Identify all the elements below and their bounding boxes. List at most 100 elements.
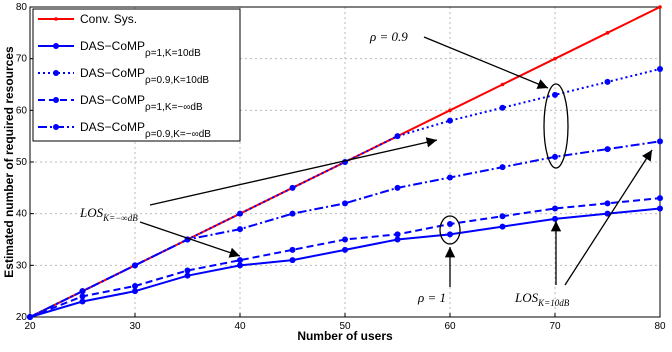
legend-subscript: ρ=1,K=10dB bbox=[145, 48, 201, 59]
data-point bbox=[552, 153, 558, 160]
x-tick-label: 20 bbox=[24, 321, 36, 332]
legend-subscript: ρ=0.9,K=−∞dB bbox=[145, 129, 211, 140]
data-point bbox=[79, 288, 86, 295]
data-point bbox=[499, 104, 506, 111]
legend-name: Conv. Sys. bbox=[80, 12, 137, 26]
data-point bbox=[657, 195, 663, 202]
y-tick-label: 80 bbox=[16, 2, 28, 13]
data-point bbox=[289, 210, 296, 217]
y-axis-label: Estimated number of required resources bbox=[2, 46, 16, 278]
legend-marker bbox=[53, 70, 59, 76]
data-point bbox=[657, 205, 663, 212]
data-point bbox=[79, 298, 86, 305]
data-point bbox=[289, 246, 296, 253]
data-point bbox=[289, 257, 296, 264]
data-point bbox=[132, 262, 138, 269]
data-point bbox=[499, 213, 506, 220]
data-point bbox=[27, 314, 33, 320]
annotation-text: LOS bbox=[79, 205, 104, 220]
y-tick-label: 70 bbox=[16, 54, 28, 65]
data-point bbox=[604, 78, 611, 85]
data-point bbox=[342, 236, 348, 243]
x-tick-label: 50 bbox=[339, 321, 351, 332]
data-point bbox=[552, 215, 558, 222]
annotation-ellipse bbox=[439, 215, 461, 245]
legend-marker bbox=[53, 124, 59, 130]
legend-subscript: ρ=1,K=−∞dB bbox=[145, 102, 203, 113]
y-tick-label: 20 bbox=[16, 312, 28, 323]
plot-frame bbox=[29, 6, 661, 318]
data-point bbox=[500, 82, 505, 87]
data-point bbox=[658, 5, 662, 9]
annotation: LOSK=−∞dB bbox=[79, 205, 138, 223]
annotation-arrow bbox=[564, 149, 653, 286]
data-point bbox=[657, 66, 663, 72]
annotation-text: ρ = 0.9 bbox=[369, 29, 408, 44]
legend-label: DAS−CoMPρ=1,K=−∞dB bbox=[80, 93, 203, 113]
data-point bbox=[237, 226, 243, 233]
data-point bbox=[499, 223, 506, 230]
data-point bbox=[604, 146, 611, 153]
data-point bbox=[553, 56, 557, 61]
annotation-text: ρ = 1 bbox=[417, 290, 446, 305]
annotation-arrow bbox=[149, 137, 438, 206]
legend: Conv. Sys.DAS−CoMPρ=1,K=10dBDAS−CoMPρ=0.… bbox=[32, 8, 241, 142]
legend-box bbox=[32, 8, 241, 142]
data-point bbox=[447, 174, 453, 181]
annotation: ρ = 0.9 bbox=[369, 29, 408, 44]
x-tick-label: 40 bbox=[234, 321, 246, 332]
x-axis-label: Number of users bbox=[297, 329, 393, 343]
data-point bbox=[394, 236, 401, 243]
data-point bbox=[447, 221, 453, 227]
data-point bbox=[237, 257, 243, 264]
data-point bbox=[237, 210, 243, 217]
y-tick-label: 40 bbox=[16, 209, 28, 220]
annotation: ρ = 1 bbox=[417, 290, 446, 305]
data-point bbox=[342, 200, 348, 207]
data-point bbox=[237, 262, 243, 269]
x-tick-label: 60 bbox=[444, 321, 456, 332]
legend-name: DAS−CoMP bbox=[80, 93, 145, 107]
data-point bbox=[604, 210, 611, 217]
legend-subscript: ρ=0.9,K=10dB bbox=[145, 75, 209, 86]
data-point bbox=[552, 205, 558, 212]
data-point bbox=[394, 184, 401, 191]
y-tick-label: 50 bbox=[16, 157, 28, 168]
data-point bbox=[499, 164, 506, 171]
legend-name: DAS−CoMP bbox=[80, 120, 145, 134]
x-tick-label: 70 bbox=[549, 321, 561, 332]
data-point bbox=[79, 293, 86, 300]
data-point bbox=[552, 91, 558, 98]
legend-label: DAS−CoMPρ=0.9,K=−∞dB bbox=[80, 120, 211, 140]
data-point bbox=[132, 288, 138, 295]
annotation-subscript: K=10dB bbox=[537, 298, 570, 308]
legend-label: DAS−CoMPρ=1,K=10dB bbox=[80, 39, 201, 59]
annotation-arrow bbox=[139, 221, 241, 258]
legend-marker bbox=[53, 97, 59, 103]
data-point bbox=[604, 200, 611, 207]
y-tick-label: 30 bbox=[16, 260, 28, 271]
data-point bbox=[132, 283, 138, 289]
data-point bbox=[342, 246, 348, 253]
legend-name: DAS−CoMP bbox=[80, 66, 145, 80]
annotation: LOSK=10dB bbox=[514, 290, 570, 308]
data-point bbox=[447, 231, 453, 238]
legend-marker bbox=[53, 43, 59, 49]
data-point bbox=[184, 267, 191, 274]
data-point bbox=[394, 133, 401, 140]
annotation-subscript: K=−∞dB bbox=[102, 213, 138, 223]
x-tick-label: 80 bbox=[654, 321, 666, 332]
legend-name: DAS−CoMP bbox=[80, 39, 145, 53]
legend-label: DAS−CoMPρ=0.9,K=10dB bbox=[80, 66, 209, 86]
annotation-arrow bbox=[423, 36, 549, 89]
data-point bbox=[447, 117, 453, 124]
x-tick-label: 30 bbox=[129, 321, 141, 332]
legend-marker bbox=[54, 17, 58, 21]
data-point bbox=[289, 184, 296, 191]
data-point bbox=[605, 31, 610, 35]
y-tick-label: 60 bbox=[16, 105, 28, 116]
data-point bbox=[184, 272, 191, 279]
annotation-text: LOS bbox=[514, 290, 539, 305]
annotation-ellipse bbox=[543, 83, 569, 169]
